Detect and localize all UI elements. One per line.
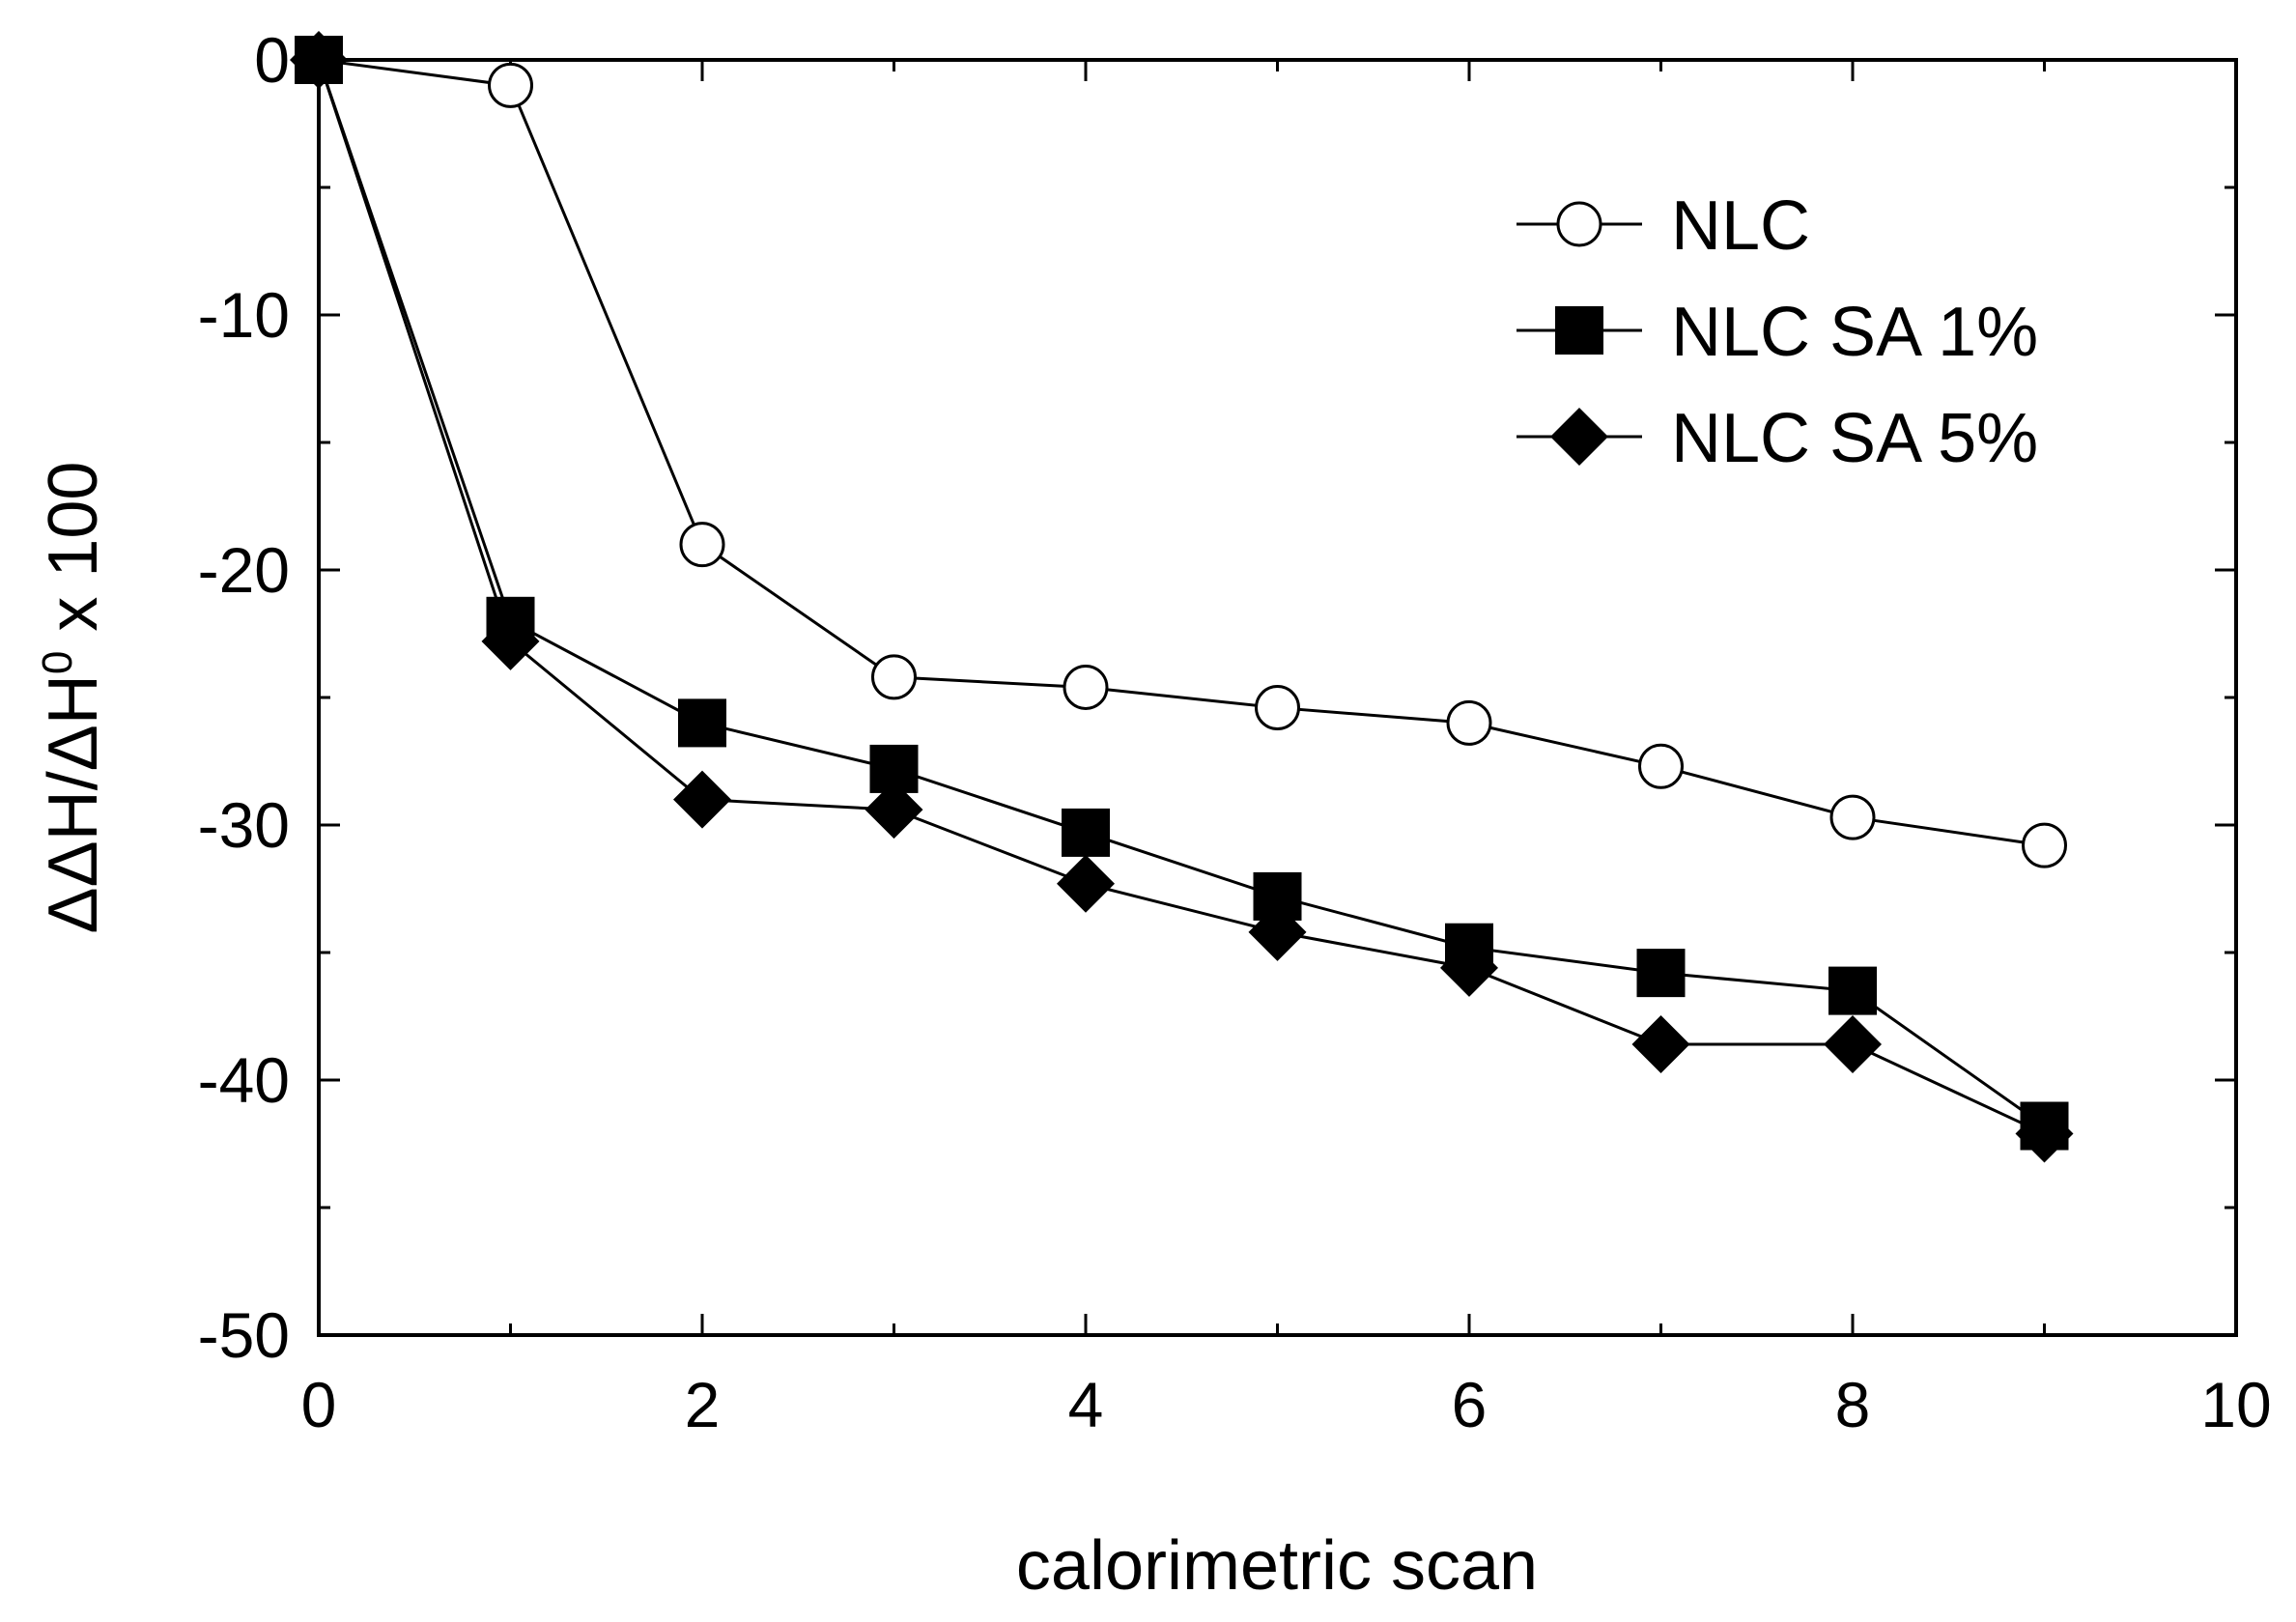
legend-marker bbox=[1555, 306, 1603, 355]
data-point bbox=[1248, 902, 1307, 961]
series-lines bbox=[317, 58, 2046, 1135]
legend-label: NLC bbox=[1671, 187, 1810, 265]
data-point bbox=[1057, 854, 1115, 913]
data-point bbox=[290, 31, 348, 89]
data-point bbox=[1255, 685, 1300, 731]
series-line bbox=[317, 59, 2046, 1127]
data-point bbox=[871, 654, 917, 700]
y-tick-label: 0 bbox=[254, 24, 290, 96]
data-point bbox=[1638, 743, 1684, 789]
data-point bbox=[2022, 822, 2067, 868]
y-tick-label: -40 bbox=[198, 1044, 290, 1116]
x-tick-label: 6 bbox=[1452, 1369, 1488, 1440]
data-point bbox=[1446, 699, 1492, 746]
data-point bbox=[679, 522, 725, 568]
data-point bbox=[1829, 794, 1876, 840]
data-point bbox=[1824, 1015, 1882, 1074]
legend-marker bbox=[1556, 201, 1602, 247]
y-tick-label: -10 bbox=[198, 279, 290, 351]
data-point bbox=[678, 698, 726, 748]
y-tick-label: -20 bbox=[198, 534, 290, 606]
data-point bbox=[1440, 938, 1498, 997]
y-axis-title-main: ΔΔH/ΔH bbox=[35, 674, 112, 933]
data-point bbox=[1636, 949, 1686, 998]
legend: NLC NLC SA 1% NLC SA 5% bbox=[1516, 187, 2038, 477]
x-tick-label: 8 bbox=[1835, 1369, 1871, 1440]
legend-marker bbox=[1550, 408, 1608, 466]
axis-ticks: 0 2 4 6 8 10 0 -10 -20 -30 -40 -50 bbox=[198, 24, 2272, 1440]
legend-label: NLC SA 5% bbox=[1671, 400, 2038, 477]
data-point bbox=[865, 781, 923, 839]
data-point bbox=[1631, 1015, 1690, 1074]
data-point bbox=[1828, 966, 1877, 1015]
x-tick-label: 4 bbox=[1068, 1369, 1104, 1440]
data-point bbox=[1063, 664, 1109, 710]
x-tick-label: 0 bbox=[301, 1369, 337, 1440]
data-point bbox=[2015, 1104, 2074, 1163]
data-point bbox=[1062, 808, 1110, 857]
data-point bbox=[673, 770, 731, 829]
data-point bbox=[481, 612, 540, 670]
series-line bbox=[317, 59, 2046, 1135]
y-axis-title-superscript: 0 bbox=[34, 651, 81, 674]
series-line bbox=[318, 58, 2045, 847]
legend-label: NLC SA 1% bbox=[1671, 294, 2038, 371]
y-tick-label: -30 bbox=[198, 789, 290, 861]
series-markers bbox=[290, 31, 2074, 1163]
y-tick-label: -50 bbox=[198, 1299, 290, 1371]
y-axis-title: ΔΔH/ΔH0 x 100 bbox=[34, 462, 112, 934]
x-axis-title: calorimetric scan bbox=[1016, 1527, 1538, 1605]
data-point bbox=[488, 62, 533, 108]
y-axis-title-suffix: x 100 bbox=[35, 462, 112, 651]
x-tick-label: 10 bbox=[2200, 1369, 2271, 1440]
x-tick-label: 2 bbox=[685, 1369, 721, 1440]
